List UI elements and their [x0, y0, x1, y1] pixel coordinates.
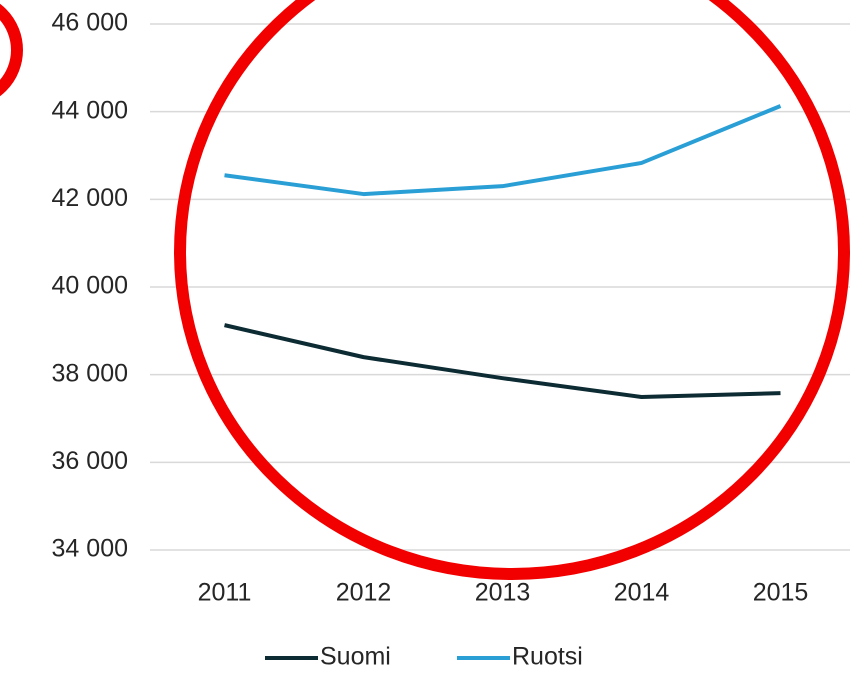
annotation-circle	[174, 0, 850, 580]
legend-label: Suomi	[320, 643, 391, 671]
x-tick-label: 2011	[198, 579, 252, 607]
x-tick-label: 2015	[753, 579, 809, 607]
x-tick-label: 2012	[336, 579, 392, 607]
y-tick-label: 44 000	[52, 96, 128, 124]
y-tick-label: 36 000	[52, 447, 128, 475]
legend-label: Ruotsi	[512, 643, 583, 671]
y-tick-label: 34 000	[52, 535, 128, 563]
y-tick-label: 40 000	[52, 272, 128, 300]
annotation-circle	[0, 3, 23, 97]
plot-area: 34 000 36 000 38 000 40 000 42 000 44 000 46 0…	[52, 9, 850, 671]
x-tick-label: 2013	[475, 579, 531, 607]
line-series	[224, 323, 781, 400]
y-tick-label: 42 000	[52, 184, 128, 212]
line-series	[224, 104, 782, 197]
y-tick-label: 46 000	[52, 9, 128, 37]
y-tick-label: 38 000	[52, 359, 128, 387]
x-tick-label: 2014	[614, 579, 670, 607]
